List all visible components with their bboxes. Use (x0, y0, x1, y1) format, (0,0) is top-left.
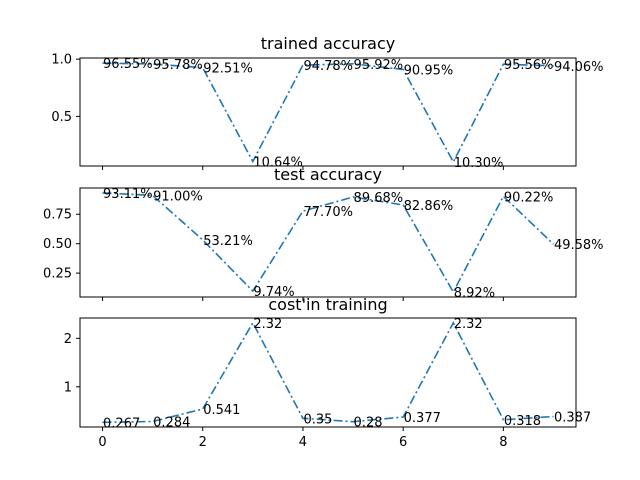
x-tick-label: 0 (98, 435, 106, 450)
data-label: 95.56% (504, 58, 554, 73)
data-label: 90.95% (404, 64, 454, 79)
data-label: 0.267 (103, 416, 140, 431)
data-label: 93.11% (103, 187, 153, 202)
y-tick-label: 1 (64, 380, 72, 395)
data-label: 89.68% (354, 191, 404, 206)
y-tick-label: 0.25 (43, 267, 72, 282)
subplot-title: cost'in training (268, 295, 387, 314)
plot-area-frame (79, 187, 577, 298)
data-label: 96.55% (103, 57, 153, 72)
data-label: 0.541 (203, 403, 240, 418)
data-label: 53.21% (203, 234, 253, 249)
data-label: 82.86% (404, 199, 454, 214)
data-label: 49.58% (554, 238, 604, 253)
y-tick-label: 0.75 (43, 208, 72, 223)
series-line (102, 62, 554, 164)
x-tick-label: 6 (399, 435, 407, 450)
data-label: 91.00% (153, 189, 203, 204)
data-label: 10.30% (454, 156, 504, 171)
data-label: 10.64% (253, 155, 303, 170)
data-label: 2.32 (253, 317, 282, 332)
data-label: 0.318 (504, 414, 541, 429)
data-label: 95.92% (354, 58, 404, 73)
series-line (102, 192, 555, 294)
data-label: 94.06% (554, 60, 604, 75)
plot-area-frame (79, 57, 577, 167)
subplot-title: trained accuracy (261, 34, 396, 53)
plot-area-frame (79, 317, 577, 428)
x-tick-label: 8 (499, 435, 507, 450)
data-label: 77.70% (303, 205, 353, 220)
series-line (102, 321, 554, 424)
y-tick-label: 2 (64, 332, 72, 347)
data-label: 94.78% (303, 59, 353, 74)
data-label: 8.92% (454, 286, 495, 301)
subplot-3: cost'in training 1 2 0 2 4 6 8 0.267 0.284 0.541 2.… (64, 295, 591, 450)
data-label: 9.74% (253, 285, 294, 300)
subplot-title: test accuracy (274, 165, 382, 184)
data-label: 0.284 (153, 415, 190, 430)
x-tick-label: 4 (299, 435, 307, 450)
data-label: 0.377 (404, 411, 441, 426)
data-label: 0.35 (303, 412, 332, 427)
data-label: 0.387 (554, 410, 591, 425)
y-tick-label: 0.5 (51, 110, 72, 125)
data-label: 2.32 (454, 317, 483, 332)
y-tick-label: 1.0 (51, 53, 72, 68)
data-label: 90.22% (504, 190, 554, 205)
data-label: 92.51% (203, 62, 253, 77)
subplot-2: test accuracy 0.25 0.50 0.75 93.11% 91.00% 53.… (43, 165, 603, 301)
data-label: 0.28 (354, 416, 383, 431)
y-tick-label: 0.50 (43, 237, 72, 252)
x-tick-label: 2 (199, 435, 207, 450)
subplot-1: trained accuracy 0.5 1.0 96.55% 95.78% 92.51%… (51, 34, 603, 171)
data-label: 95.78% (153, 58, 203, 73)
